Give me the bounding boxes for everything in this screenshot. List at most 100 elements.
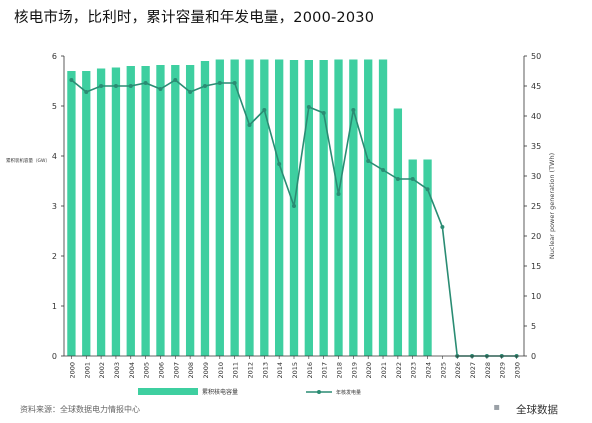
y-axis-label-right: Nuclear power generation (TWh) bbox=[548, 153, 556, 259]
brand-label: 全球数据 bbox=[516, 404, 558, 416]
line-point bbox=[262, 108, 267, 112]
x-tick-label: 2009 bbox=[202, 362, 210, 379]
x-tick-label: 2022 bbox=[395, 362, 403, 379]
line-point bbox=[143, 81, 148, 85]
axes-group bbox=[61, 55, 527, 359]
x-tick-label: 2013 bbox=[261, 362, 269, 379]
x-tick-label: 2015 bbox=[291, 362, 299, 379]
y-tick-label-right: 50 bbox=[531, 52, 541, 61]
line-point bbox=[425, 187, 430, 192]
line-point bbox=[158, 87, 163, 91]
bar bbox=[260, 59, 269, 356]
line-point bbox=[321, 111, 326, 115]
y-tick-label-left: 4 bbox=[52, 152, 57, 161]
x-tick-label: 2021 bbox=[380, 362, 388, 379]
line-point bbox=[69, 78, 74, 82]
x-tick-label: 2005 bbox=[143, 362, 151, 379]
bar bbox=[215, 59, 224, 356]
legend-label-capacity: 累积核电容量 bbox=[202, 388, 238, 396]
line-point bbox=[292, 204, 296, 208]
globaldata-logo-icon: ▪ bbox=[493, 402, 500, 413]
bar bbox=[423, 159, 432, 356]
bar bbox=[156, 65, 165, 356]
y-tick-label-left: 5 bbox=[52, 102, 57, 111]
bar bbox=[185, 65, 195, 356]
bar bbox=[378, 59, 388, 356]
bar bbox=[82, 71, 91, 356]
y-tick-label-left: 6 bbox=[52, 52, 57, 61]
x-tick-label: 2012 bbox=[246, 362, 254, 379]
source-note: 资料来源：全球数据电力情报中心 bbox=[20, 405, 140, 414]
x-tick-label: 2004 bbox=[128, 362, 136, 379]
bar bbox=[408, 159, 417, 356]
y-tick-label-right: 10 bbox=[531, 292, 541, 301]
y-tick-label-right: 5 bbox=[531, 322, 536, 331]
y-tick-label-right: 35 bbox=[531, 142, 541, 151]
bar bbox=[364, 59, 373, 356]
x-tick-label: 2030 bbox=[514, 362, 522, 379]
x-tick-label: 2006 bbox=[157, 362, 165, 379]
bar bbox=[96, 68, 106, 356]
x-tick-label: 2007 bbox=[172, 362, 180, 379]
bar bbox=[349, 59, 358, 356]
y-tick-label-left: 2 bbox=[52, 252, 57, 261]
x-tick-label: 2026 bbox=[454, 362, 462, 379]
line-point bbox=[336, 192, 341, 196]
line-point bbox=[128, 84, 133, 88]
line-point bbox=[113, 84, 118, 88]
x-tick-label: 2016 bbox=[306, 362, 314, 379]
x-tick-label: 2020 bbox=[365, 362, 373, 379]
legend: 累积核电容量 年核发电量 bbox=[138, 388, 361, 396]
line-point bbox=[202, 84, 207, 88]
bar bbox=[319, 60, 328, 356]
line-point bbox=[395, 177, 400, 181]
x-tick-label: 2024 bbox=[425, 362, 433, 379]
bar bbox=[275, 59, 284, 356]
x-tick-label: 2023 bbox=[410, 362, 418, 379]
line-point bbox=[306, 105, 311, 109]
x-tick-label: 2011 bbox=[232, 362, 240, 379]
x-tick-label: 2002 bbox=[98, 362, 106, 379]
y-tick-label-right: 40 bbox=[531, 112, 541, 121]
line-point bbox=[381, 168, 386, 172]
line-point bbox=[232, 81, 237, 85]
legend-label-generation: 年核发电量 bbox=[336, 389, 361, 396]
y-tick-label-right: 20 bbox=[531, 232, 541, 241]
x-tick-label: 2018 bbox=[336, 362, 344, 379]
bar bbox=[126, 66, 135, 356]
y-tick-label-left: 0 bbox=[52, 352, 57, 361]
line-point bbox=[217, 81, 222, 85]
line-point bbox=[188, 90, 193, 94]
x-tick-label: 2008 bbox=[187, 362, 195, 379]
y-tick-label-right: 15 bbox=[531, 262, 541, 271]
bar bbox=[67, 71, 76, 356]
x-tick-label: 2010 bbox=[217, 362, 225, 379]
y-tick-label-left: 3 bbox=[52, 202, 57, 211]
line-point bbox=[277, 162, 282, 166]
line-point bbox=[99, 84, 104, 88]
bar bbox=[304, 60, 313, 356]
bar bbox=[230, 59, 239, 356]
y-tick-label-left: 1 bbox=[52, 302, 57, 311]
line-point bbox=[440, 225, 445, 229]
line-series-group bbox=[69, 78, 519, 358]
y-tick-label-right: 25 bbox=[531, 202, 541, 211]
x-tick-label: 2000 bbox=[68, 362, 76, 379]
x-tick-label: 2014 bbox=[276, 362, 284, 379]
bar bbox=[200, 61, 210, 356]
x-tick-label: 2001 bbox=[83, 362, 91, 379]
line-point bbox=[247, 123, 252, 127]
x-tick-label: 2019 bbox=[350, 362, 358, 379]
y-tick-label-right: 30 bbox=[531, 172, 541, 181]
legend-marker-generation bbox=[317, 390, 321, 394]
bar bbox=[334, 59, 343, 356]
x-tick-label: 2028 bbox=[484, 362, 492, 379]
line-point bbox=[351, 108, 356, 112]
x-tick-label: 2003 bbox=[113, 362, 121, 379]
x-tick-label: 2027 bbox=[469, 362, 477, 379]
y-tick-label-right: 0 bbox=[531, 352, 536, 361]
line-point bbox=[173, 78, 178, 82]
x-tick-label: 2029 bbox=[499, 362, 507, 379]
